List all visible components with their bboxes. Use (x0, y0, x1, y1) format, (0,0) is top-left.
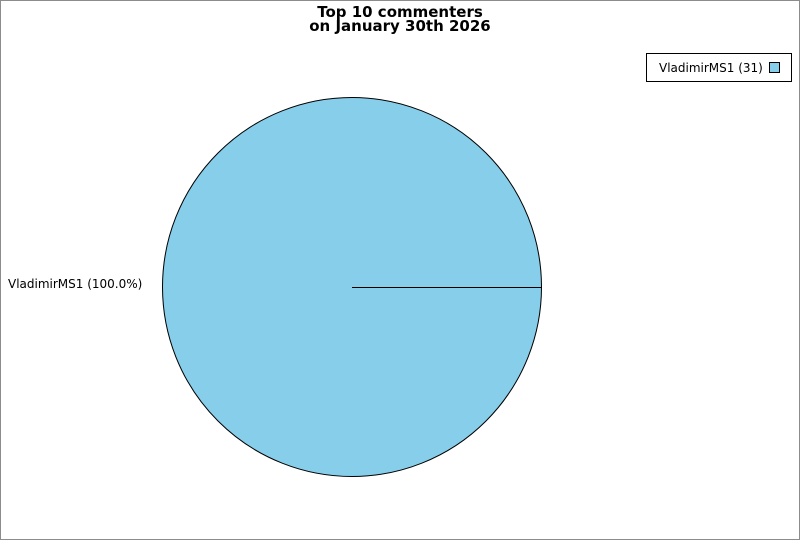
legend-swatch-icon (768, 62, 780, 73)
chart-title-line2: on January 30th 2026 (309, 17, 491, 35)
chart-title-line1: Top 10 commenters (317, 3, 483, 21)
legend-entry-label: VladimirMS1 (31) (659, 60, 763, 75)
chart-title: Top 10 commenters on January 30th 2026 (1, 3, 799, 35)
pie-slice-label: VladimirMS1 (100.0%) (8, 277, 143, 291)
legend-box: VladimirMS1 (31) (646, 53, 792, 82)
